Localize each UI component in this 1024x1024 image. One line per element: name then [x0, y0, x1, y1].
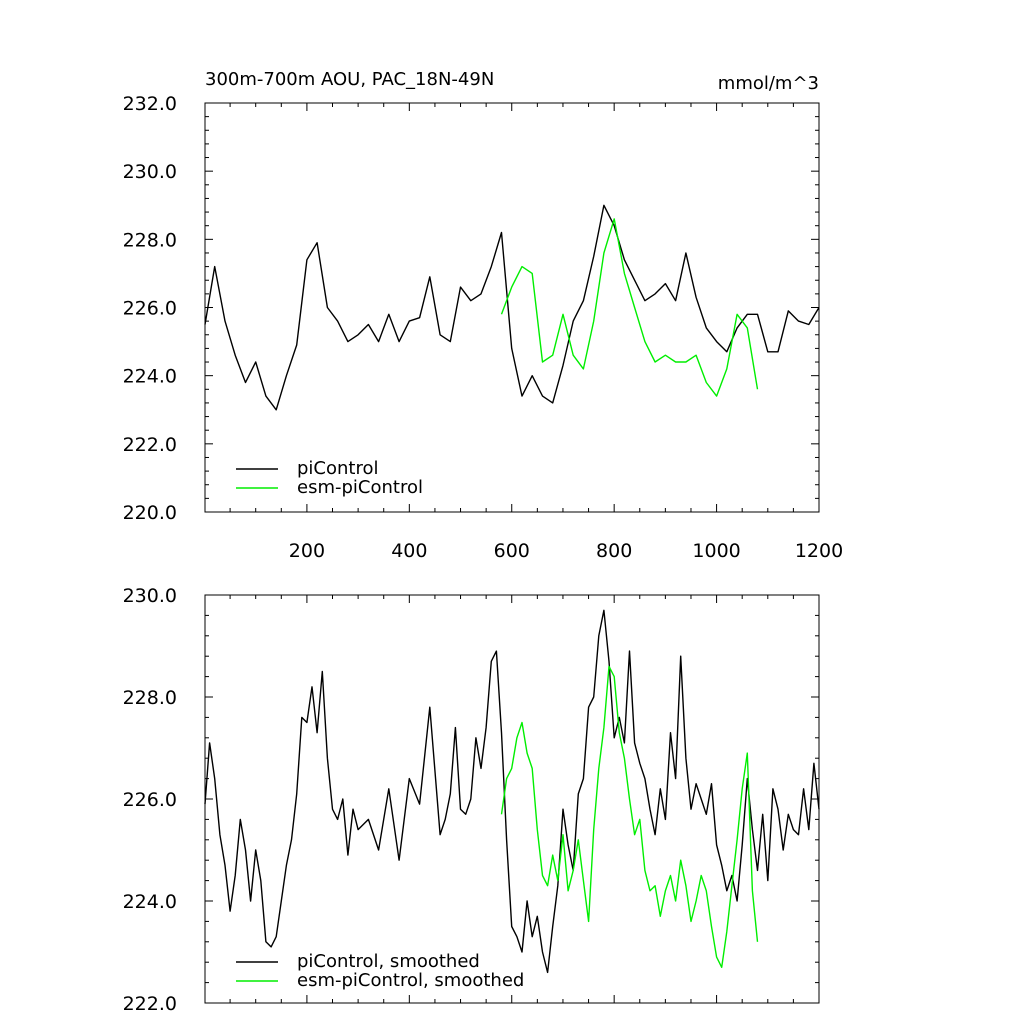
y-tick-label: 222.0 [123, 993, 177, 1015]
y-tick-label: 232.0 [123, 93, 177, 115]
x-tick-label: 400 [391, 540, 427, 562]
units-label: mmol/m^3 [718, 73, 819, 94]
y-tick-label: 224.0 [123, 891, 177, 913]
x-tick-label: 200 [289, 540, 325, 562]
legend-label: esm-piControl, smoothed [297, 970, 524, 991]
y-tick-label: 222.0 [123, 434, 177, 456]
x-tick-label: 600 [494, 540, 530, 562]
series-line-picontrol [204, 609, 820, 974]
plot-frame [204, 102, 820, 513]
top-panel: 220.0 222.0 224.0 226.0 228.0 230.0 232.0 200 40… [123, 69, 844, 562]
series-line-esm-picontrol [500, 665, 759, 968]
bottom-panel: 222.0 224.0 226.0 228.0 230.0 piControl, smoo… [123, 585, 820, 1015]
legend-label: esm-piControl [297, 477, 423, 498]
y-tick-label: 230.0 [123, 161, 177, 183]
y-tick-label: 226.0 [123, 298, 177, 320]
y-tick-label: 228.0 [123, 687, 177, 709]
y-tick-label: 230.0 [123, 585, 177, 607]
legend-label: piControl [297, 458, 379, 479]
series-line-esm-picontrol [500, 218, 759, 397]
chart-title: 300m-700m AOU, PAC_18N-49N [205, 69, 494, 90]
y-tick-label: 226.0 [123, 789, 177, 811]
y-tick-label: 224.0 [123, 366, 177, 388]
legend-label: piControl, smoothed [297, 951, 480, 972]
series-line-picontrol [204, 204, 820, 411]
plot-frame [204, 594, 820, 1004]
x-tick-label: 800 [596, 540, 632, 562]
y-tick-label: 228.0 [123, 229, 177, 251]
y-tick-label: 220.0 [123, 502, 177, 524]
x-tick-label: 1200 [795, 540, 843, 562]
x-tick-label: 1000 [692, 540, 740, 562]
